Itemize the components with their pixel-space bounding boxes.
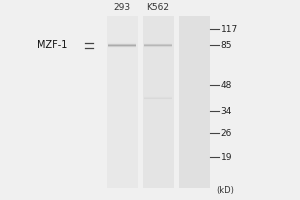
Text: 293: 293 [113, 3, 130, 12]
Text: 85: 85 [220, 41, 232, 50]
Text: 19: 19 [220, 153, 232, 162]
Text: K562: K562 [146, 3, 169, 12]
Text: 26: 26 [220, 129, 232, 138]
Bar [106, 16, 138, 188]
Bar [142, 16, 174, 188]
Text: 117: 117 [220, 25, 238, 34]
Text: MZF-1: MZF-1 [37, 40, 68, 50]
Text: 48: 48 [220, 81, 232, 90]
Text: (kD): (kD) [216, 186, 234, 195]
Bar [178, 16, 210, 188]
Text: 34: 34 [220, 107, 232, 116]
